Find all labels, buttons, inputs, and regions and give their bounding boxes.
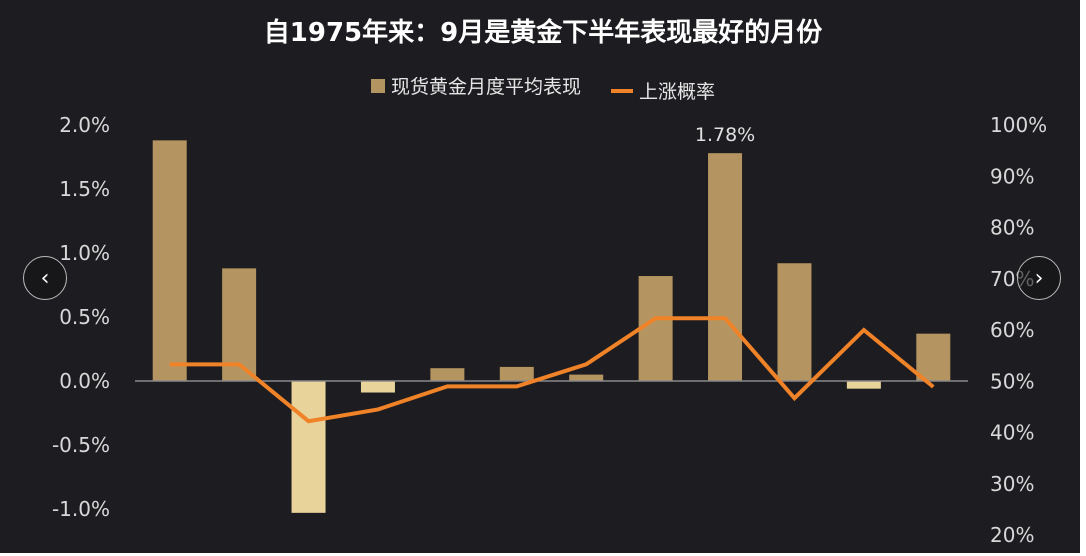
y-left-tick-label: 0.5% (59, 305, 110, 329)
bar (222, 268, 257, 381)
y-right-tick-label: 100% (990, 113, 1047, 137)
y-left-tick-label: -1.0% (52, 497, 110, 521)
y-right-tick-label: 80% (990, 216, 1034, 240)
bar (638, 276, 673, 381)
probability-line (169, 316, 935, 424)
next-button[interactable]: › (1017, 256, 1061, 300)
chevron-right-icon: › (1034, 265, 1044, 291)
bar (708, 153, 743, 381)
data-label: 1.78% (695, 124, 755, 146)
y-left-tick-label: 1.0% (59, 241, 110, 265)
bar (291, 381, 326, 513)
y-right-tick-label: 40% (990, 421, 1034, 445)
y-left-tick-label: 0.0% (59, 369, 110, 393)
legend-label-line: 上涨概率 (639, 81, 716, 103)
y-right-tick-label: 50% (990, 369, 1034, 393)
y-left-tick-label: 2.0% (59, 113, 110, 137)
y-left-tick-label: 1.5% (59, 177, 110, 201)
bar (499, 366, 534, 381)
legend-item-line: 上涨概率 (611, 77, 715, 104)
chevron-left-icon: ‹ (40, 265, 50, 291)
y-right-tick-label: 30% (990, 472, 1034, 496)
y-right-tick-label: 20% (990, 523, 1034, 547)
bar (846, 381, 881, 389)
legend-swatch-bar (370, 78, 385, 93)
y-right-tick-label: 90% (990, 164, 1034, 188)
chart-title: 自1975年来：9月是黄金下半年表现最好的月份 (263, 18, 823, 48)
y-right-tick-label: 60% (990, 318, 1034, 342)
bar (360, 381, 395, 393)
prev-button[interactable]: ‹ (23, 256, 67, 300)
legend-item-bar: 现货黄金月度平均表现 (370, 72, 581, 99)
legend: 现货黄金月度平均表现 上涨概率 (0, 72, 1086, 104)
y-left-tick-label: -0.5% (52, 433, 110, 457)
bar (430, 368, 465, 381)
legend-label-bar: 现货黄金月度平均表现 (390, 76, 581, 98)
bar (777, 263, 812, 381)
bar (152, 140, 187, 381)
bar (569, 374, 604, 381)
bar (916, 333, 951, 381)
legend-swatch-line (611, 88, 634, 93)
